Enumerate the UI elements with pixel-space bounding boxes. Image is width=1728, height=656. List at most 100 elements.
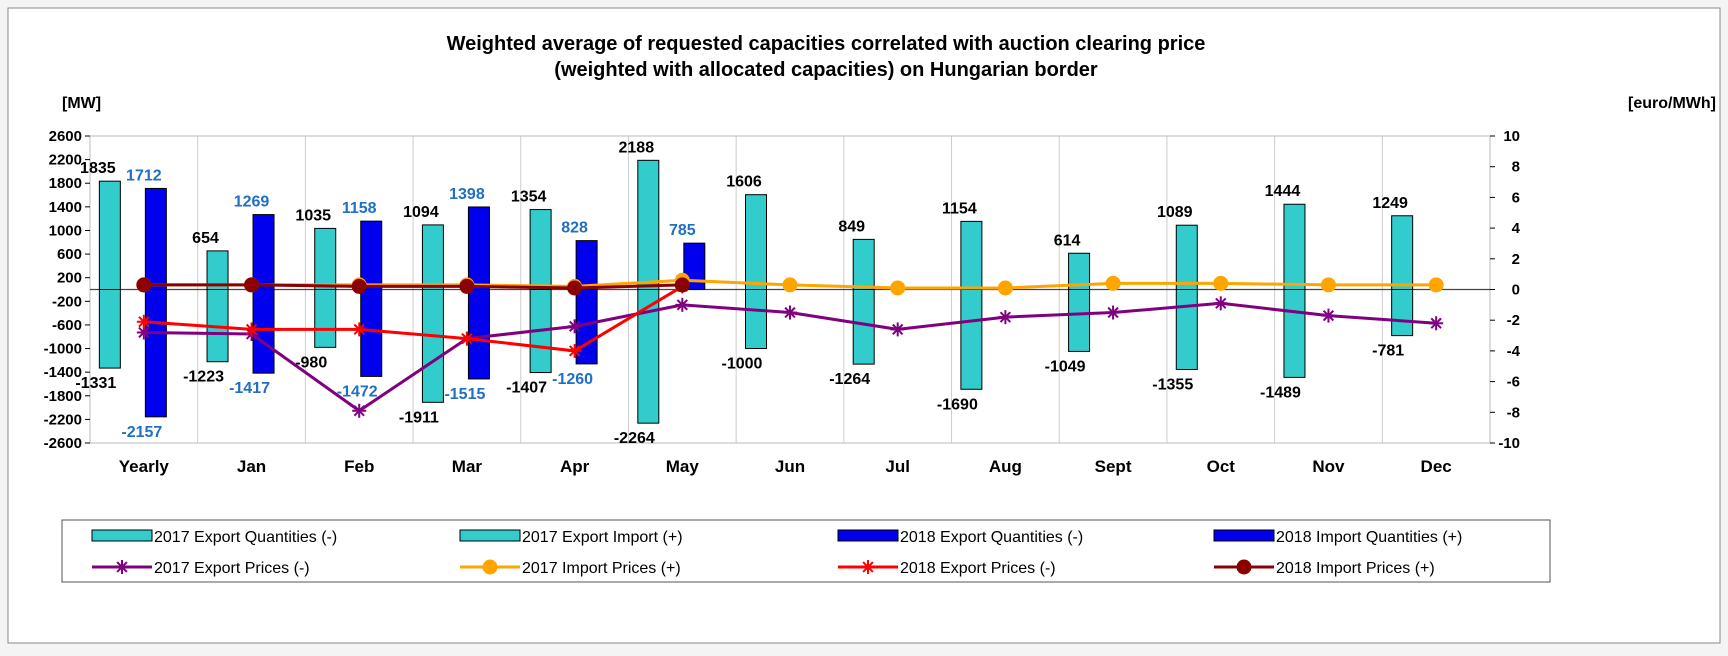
- bar: [1391, 215, 1414, 290]
- category-label: Aug: [989, 457, 1022, 476]
- left-tick-label: 2200: [49, 152, 82, 169]
- right-tick-label: -8: [1507, 404, 1520, 421]
- bar: [421, 224, 444, 290]
- line-point: [136, 277, 152, 293]
- bar: [421, 289, 444, 403]
- right-tick-label: -2: [1507, 312, 1520, 329]
- category-label: Sept: [1095, 457, 1132, 476]
- data-label: -1355: [1152, 376, 1193, 393]
- bar: [144, 289, 167, 418]
- line-point: [675, 297, 690, 312]
- right-tick-label: -4: [1507, 343, 1521, 360]
- line-point: [997, 280, 1013, 296]
- line-point: [1429, 316, 1444, 331]
- data-label: 1606: [726, 174, 762, 191]
- left-tick-label: -2200: [44, 411, 82, 428]
- data-label: 1158: [342, 200, 377, 217]
- marker-stroke: [569, 320, 581, 332]
- bar: [98, 289, 121, 369]
- data-label: 654: [192, 230, 219, 247]
- bar: [637, 159, 660, 290]
- marker-stroke: [138, 316, 150, 328]
- left-tick-label: 200: [57, 270, 82, 287]
- marker-stroke: [862, 561, 874, 573]
- chart-subtitle: (weighted with allocated capacities) on …: [554, 59, 1098, 81]
- category-label: May: [666, 457, 700, 476]
- line-point: [890, 280, 906, 296]
- data-label: -980: [295, 354, 327, 371]
- right-tick-label: -10: [1498, 435, 1520, 452]
- bar: [1283, 203, 1306, 290]
- bar: [529, 209, 552, 290]
- marker-stroke: [569, 345, 581, 357]
- data-label: 1154: [942, 200, 977, 217]
- line-point: [351, 278, 367, 294]
- data-label: -1911: [399, 409, 439, 426]
- legend-label: 2017 Import Prices (+): [522, 560, 681, 577]
- category-label: Jun: [775, 457, 805, 476]
- marker-stroke: [1215, 297, 1227, 309]
- line-point: [783, 305, 797, 320]
- right-tick-label: 2: [1512, 251, 1520, 268]
- line-point: [352, 403, 367, 418]
- marker-stroke: [1430, 317, 1442, 329]
- bar: [467, 206, 490, 290]
- data-label: 1249: [1372, 195, 1408, 212]
- left-tick-label: -1800: [44, 388, 82, 405]
- legend-swatch: [91, 529, 153, 542]
- data-label: 1398: [449, 186, 485, 203]
- left-tick-label: 2600: [49, 128, 82, 145]
- left-tick-label: -1000: [44, 341, 82, 358]
- right-tick-label: 4: [1512, 220, 1521, 237]
- bar: [1283, 289, 1306, 378]
- bar: [252, 289, 275, 374]
- legend: 2017 Export Quantities (-) 2017 Export Im…: [61, 519, 1551, 583]
- chart-title: Weighted average of requested capacities…: [447, 33, 1206, 55]
- data-label: 785: [669, 222, 696, 239]
- bar: [1175, 224, 1198, 291]
- marker-stroke: [245, 323, 258, 336]
- category-label: Jan: [237, 457, 266, 476]
- data-label: 1035: [295, 207, 331, 224]
- data-label: -2157: [121, 424, 162, 441]
- bar: [745, 194, 767, 291]
- line-point: [782, 277, 798, 293]
- line-point: [1428, 277, 1444, 293]
- legend-swatch: [459, 529, 521, 542]
- bar: [575, 240, 598, 290]
- marker-stroke: [461, 333, 473, 345]
- line-point: [115, 560, 129, 574]
- line-point: [136, 314, 151, 329]
- line-point: [1213, 275, 1229, 291]
- data-label: -1515: [444, 386, 485, 403]
- line-point: [244, 322, 259, 337]
- right-tick-label: 10: [1503, 128, 1520, 145]
- left-tick-label: 1000: [49, 222, 82, 239]
- line-point: [459, 331, 474, 346]
- line-point: [459, 278, 475, 294]
- left-tick-label: -2600: [44, 435, 82, 452]
- line-point: [244, 277, 260, 293]
- marker-stroke: [353, 405, 365, 417]
- legend-label: 2018 Import Quantities (+): [1276, 529, 1462, 546]
- line-point: [998, 310, 1013, 325]
- data-label: 1444: [1265, 183, 1301, 200]
- line-point: [674, 277, 690, 293]
- line-point: [567, 280, 583, 296]
- legend-swatch: [1213, 529, 1275, 542]
- line-point: [1106, 305, 1121, 320]
- left-axis-unit: [MW]: [62, 95, 101, 112]
- data-label: -2264: [614, 430, 655, 447]
- left-tick-label: -600: [52, 317, 82, 334]
- data-label: -1331: [75, 375, 116, 392]
- series-line: [143, 285, 684, 353]
- line-point: [352, 322, 367, 337]
- line-point: [567, 319, 582, 334]
- marker-stroke: [138, 326, 150, 339]
- line-point: [567, 343, 582, 358]
- data-label: -1407: [506, 380, 547, 397]
- category-label: Mar: [452, 457, 483, 476]
- data-label: 1089: [1157, 204, 1193, 221]
- left-tick-label: -1400: [44, 364, 82, 381]
- bar: [1391, 289, 1414, 337]
